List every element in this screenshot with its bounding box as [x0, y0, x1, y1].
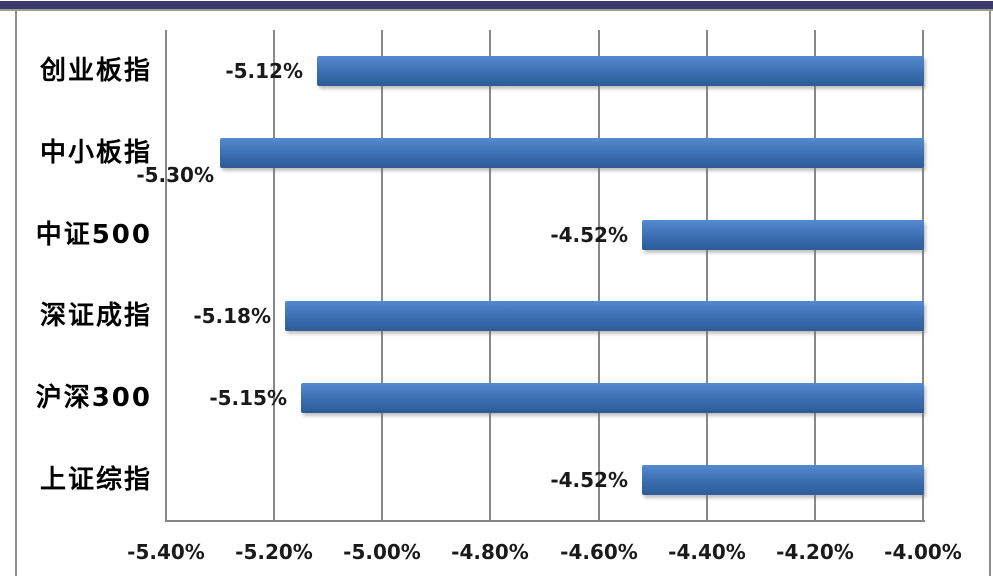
data-label: -5.12% [225, 59, 303, 83]
data-label: -5.15% [209, 386, 287, 410]
gridline [273, 30, 275, 521]
gridline [706, 30, 708, 521]
bar-中证500 [642, 220, 924, 250]
category-axis: 创业板指中小板指中证500 深证成指沪深300 上证综指 [10, 30, 152, 521]
window-left-border [15, 11, 17, 576]
gridline [489, 30, 491, 521]
data-label: -5.30% [136, 163, 214, 187]
window-top-border [0, 1, 993, 11]
gridline [165, 30, 167, 521]
data-label: -4.52% [550, 223, 628, 247]
x-tick-label: -4.80% [451, 540, 529, 564]
bar-上证综指 [642, 465, 924, 495]
plot-area: -5.12% -5.30% -4.52% -5.18% -5.15% -4.52% [136, 30, 925, 522]
value-axis: -5.40% -5.20% -5.00% -4.80% -4.60% -4.40% -4.2… [0, 540, 993, 566]
data-label: -4.52% [550, 468, 628, 492]
window-right-border [989, 11, 991, 576]
bar-中小板指 [220, 138, 924, 168]
x-tick-label: -4.00% [884, 540, 962, 564]
gridline [381, 30, 383, 521]
x-tick-label: -4.40% [668, 540, 746, 564]
category-label: 上证综指 [39, 465, 152, 495]
bar-沪深300 [301, 383, 924, 413]
bar-创业板指 [317, 56, 924, 86]
bar-深证成指 [285, 301, 924, 331]
category-label: 沪深300 [35, 383, 152, 413]
category-label: 创业板指 [39, 56, 152, 86]
gridline [922, 30, 924, 521]
x-tick-label: -4.60% [560, 540, 638, 564]
category-label: 中证500 [35, 220, 152, 250]
gridline [814, 30, 816, 521]
plot-bottom-border [165, 520, 925, 522]
category-label: 深证成指 [39, 301, 152, 331]
x-tick-label: -5.00% [343, 540, 421, 564]
data-label: -5.18% [193, 304, 271, 328]
x-tick-label: -5.40% [127, 540, 205, 564]
gridline [598, 30, 600, 521]
x-tick-label: -4.20% [776, 540, 854, 564]
category-label: 中小板指 [39, 138, 152, 168]
x-tick-label: -5.20% [235, 540, 313, 564]
